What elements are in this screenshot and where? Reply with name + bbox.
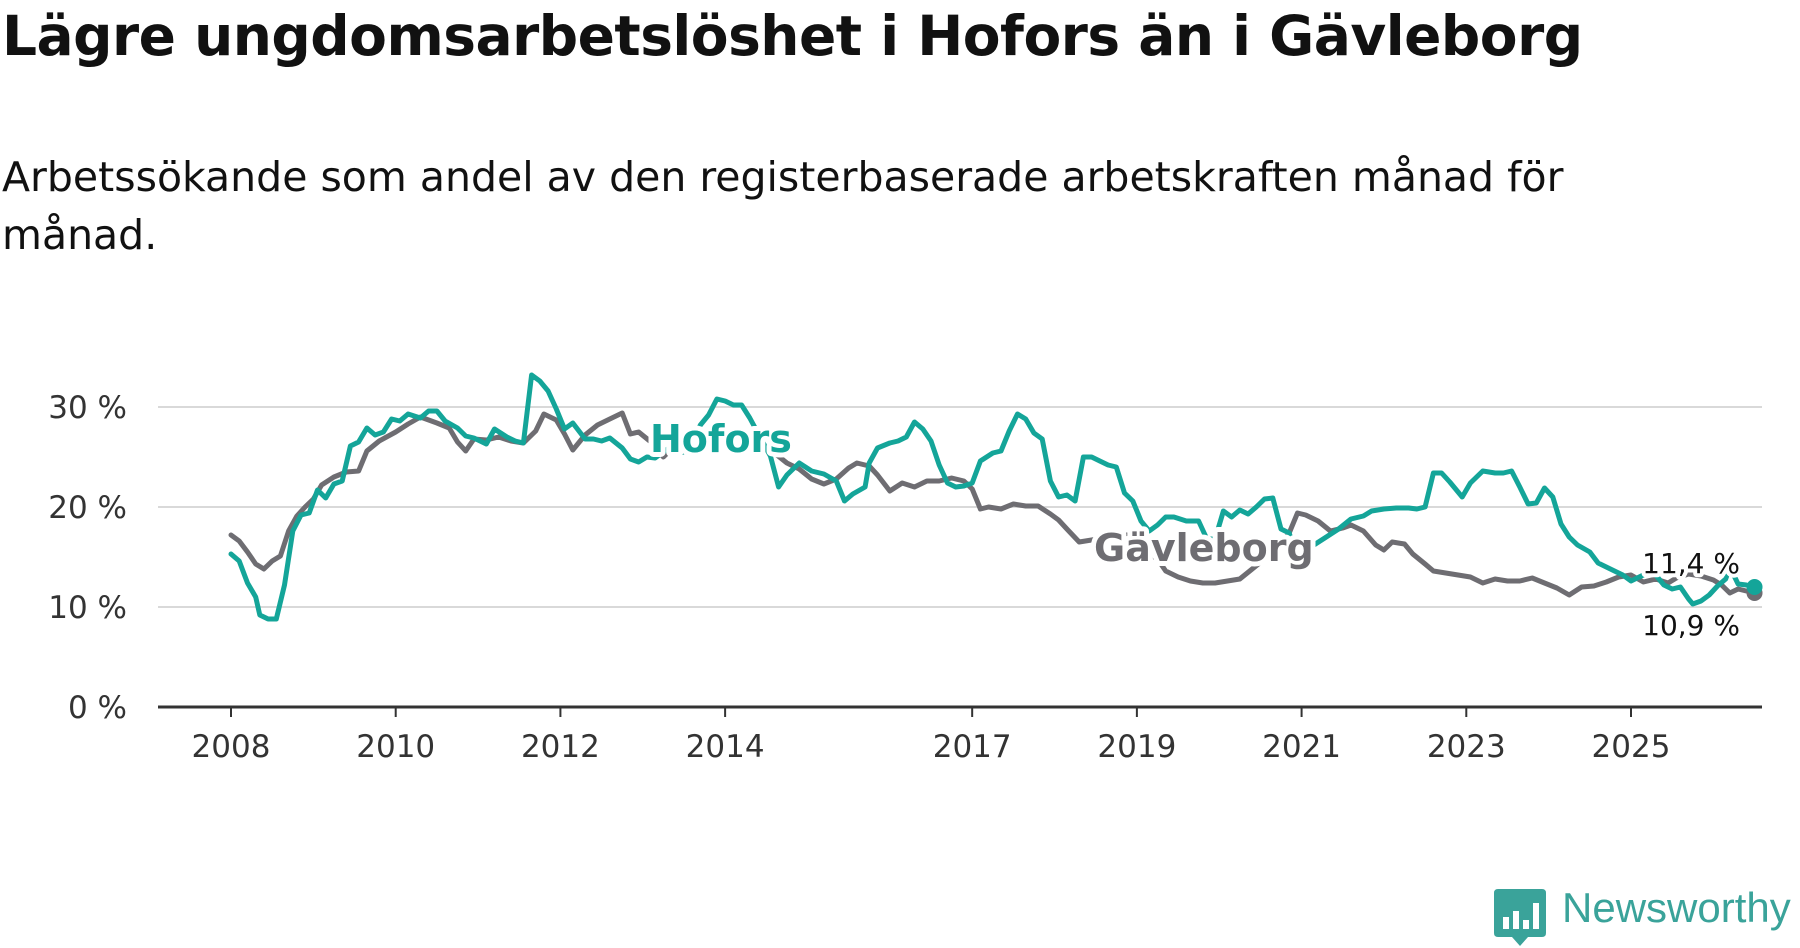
x-tick-label: 2023	[1427, 729, 1506, 765]
series-line-gvleborg	[228, 410, 1757, 598]
y-tick-label: 30 %	[48, 390, 127, 426]
x-tick-label: 2017	[933, 729, 1012, 765]
chart-subtitle: Arbetssökande som andel av den registerb…	[2, 153, 1564, 259]
newsworthy-logo-icon	[1494, 889, 1546, 946]
x-tick-label: 2025	[1592, 729, 1671, 765]
chart-title: Lägre ungdomsarbetslöshet i Hofors än i …	[2, 4, 1583, 68]
series-label-hofors: Hofors	[650, 417, 792, 461]
x-tick-label: 2014	[686, 729, 765, 765]
series-line-hofors	[228, 372, 1757, 622]
series-lines	[228, 372, 1763, 622]
x-tick-label: 2021	[1262, 729, 1341, 765]
x-axis-ticks: 2008 2010 2012 2014 2017 2019 2021 2023 2025	[192, 707, 1671, 765]
x-tick-label: 2012	[521, 729, 600, 765]
y-tick-label: 10 %	[48, 590, 127, 626]
grid-lines	[158, 406, 1762, 709]
brand-name: Newsworthy	[1562, 884, 1791, 931]
series-end-point	[1746, 579, 1763, 595]
x-tick-label: 2008	[192, 729, 271, 765]
end-value-label-hofors: 10,9 %	[1642, 609, 1740, 642]
series-label-gavleborg: Gävleborg	[1094, 526, 1314, 570]
end-value-label-gavleborg: 11,4 %	[1642, 547, 1740, 580]
y-axis-tick-labels: 0 % 10 % 20 % 30 %	[48, 390, 127, 726]
series-labels: Hofors Gävleborg 11,4 % 10,9 %	[645, 412, 1744, 646]
y-tick-label: 20 %	[48, 490, 127, 526]
y-tick-label: 0 %	[68, 690, 127, 726]
x-tick-label: 2019	[1097, 729, 1176, 765]
x-tick-label: 2010	[356, 729, 435, 765]
